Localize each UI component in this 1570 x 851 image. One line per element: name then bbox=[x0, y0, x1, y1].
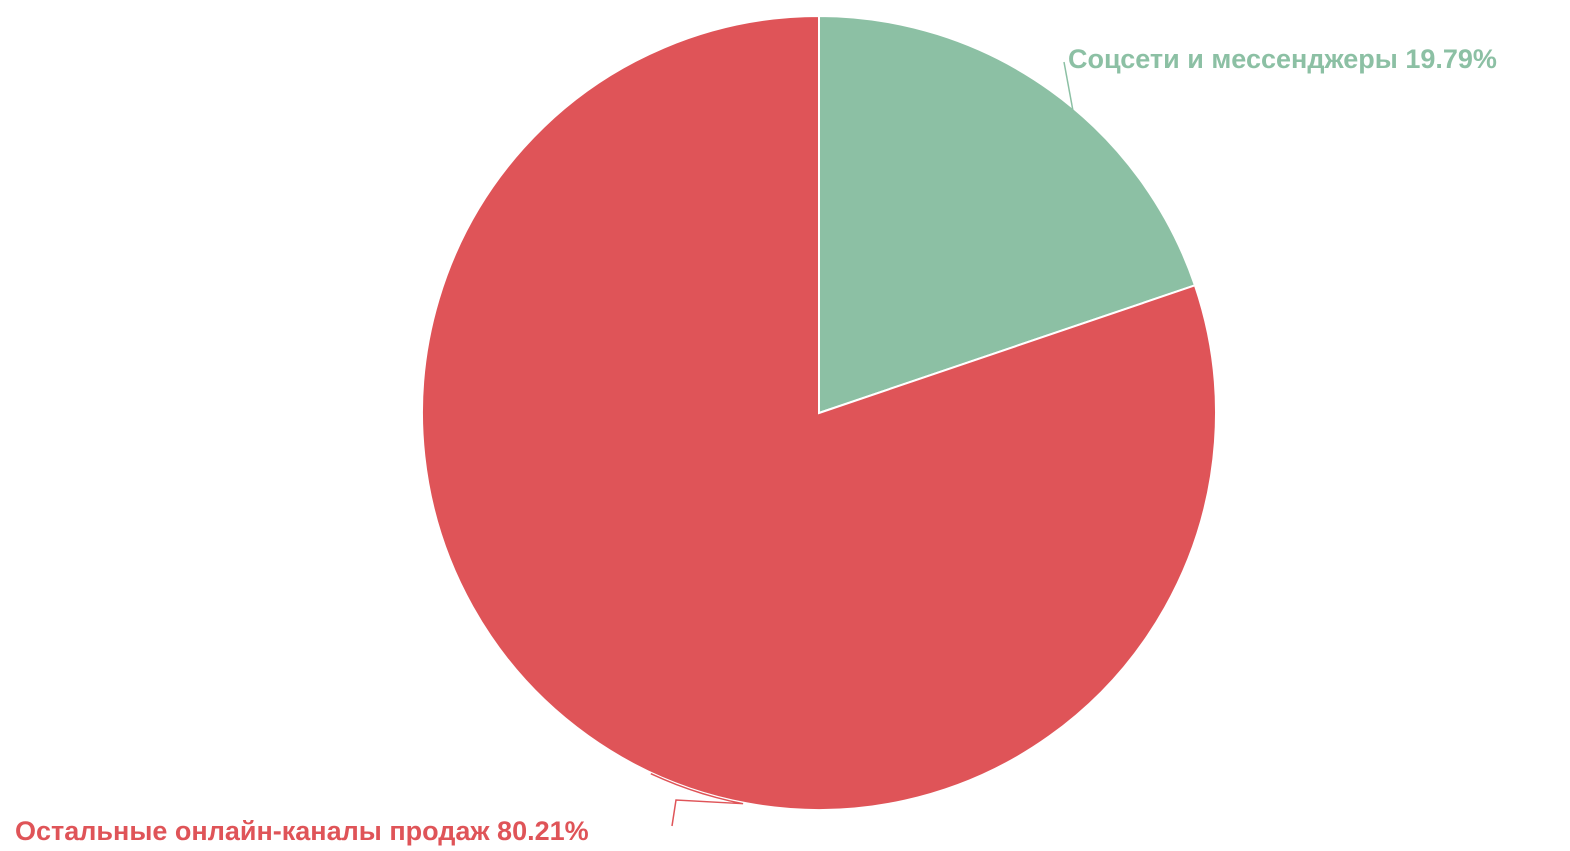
slice-label-other-online: Остальные онлайн-каналы продаж 80.21% bbox=[15, 816, 589, 846]
pie-slice-other-online bbox=[421, 14, 1217, 811]
pie-slices bbox=[421, 14, 1217, 811]
slice-label-social: Соцсети и мессенджеры 19.79% bbox=[1068, 44, 1497, 74]
leader-line-social bbox=[1063, 61, 1074, 111]
leader-lines bbox=[650, 61, 1074, 827]
pie-slice-social bbox=[818, 14, 1197, 415]
leader-line-other-online bbox=[650, 773, 744, 827]
